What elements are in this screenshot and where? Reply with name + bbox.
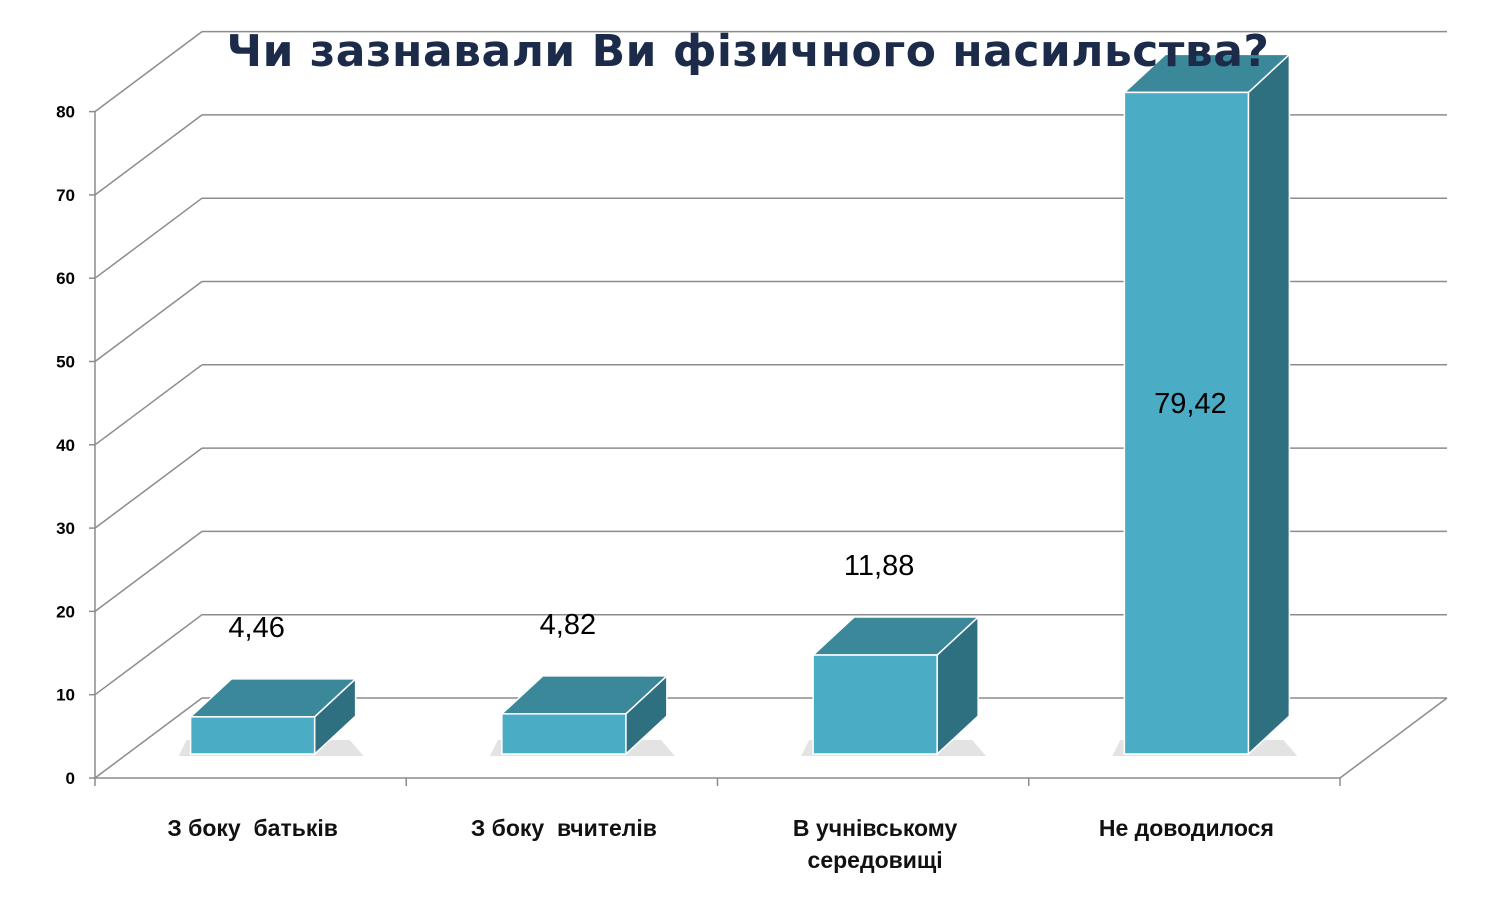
bar-front-face (812, 654, 938, 755)
y-tick-label: 20 (56, 602, 75, 621)
data-label: 4,46 (228, 612, 284, 644)
category-label-line: В учнівському (793, 815, 958, 841)
category-label: Не доводилося (1099, 815, 1274, 841)
y-tick-label: 70 (56, 186, 75, 205)
y-tick-label: 30 (56, 519, 75, 538)
y-tick-label: 10 (56, 686, 75, 705)
data-label: 79,42 (1154, 388, 1227, 420)
bar (489, 674, 675, 756)
chart-labels: 0 10 20 30 40 50 60 70 80 4,46 З боку батьків 4,82 З… (56, 103, 1274, 873)
category-label-line: З боку батьків (167, 815, 338, 841)
data-label: 11,88 (844, 550, 914, 582)
bar-front-face (501, 713, 627, 755)
gridline-diagonal (94, 447, 203, 529)
bar-front-face (1123, 91, 1250, 755)
gridline-diagonal (94, 530, 203, 613)
floor-right-edge (1339, 697, 1448, 779)
gridline-diagonal (94, 697, 203, 779)
bar (1112, 52, 1298, 756)
chart-bars (178, 52, 1298, 756)
bar-front-face (189, 716, 316, 755)
y-tick-label: 60 (56, 269, 75, 288)
gridline-diagonal (94, 614, 203, 696)
y-tick-label: 40 (56, 436, 75, 455)
gridline-diagonal (94, 30, 203, 113)
gridline-diagonal (94, 114, 203, 196)
category-label-line: середовищі (808, 847, 943, 873)
bar-side-face (1247, 52, 1291, 756)
gridline-diagonal (94, 280, 203, 363)
bar (178, 677, 364, 756)
chart-title: Чи зазнавали Ви фізичного насильства? (227, 26, 1270, 77)
category-label-line: З боку вчителів (471, 815, 657, 841)
bar (801, 615, 987, 756)
gridline-diagonal (94, 197, 203, 279)
category-label: З боку батьків (167, 815, 338, 841)
gridline-diagonal (94, 364, 203, 446)
data-label: 4,82 (540, 609, 596, 641)
y-tick-label: 50 (56, 353, 75, 372)
category-label: В учнівському середовищі (793, 815, 958, 873)
y-tick-label: 80 (56, 103, 75, 122)
y-tick-label: 0 (66, 769, 75, 788)
category-label-line: Не доводилося (1099, 815, 1274, 841)
category-label: З боку вчителів (471, 815, 657, 841)
